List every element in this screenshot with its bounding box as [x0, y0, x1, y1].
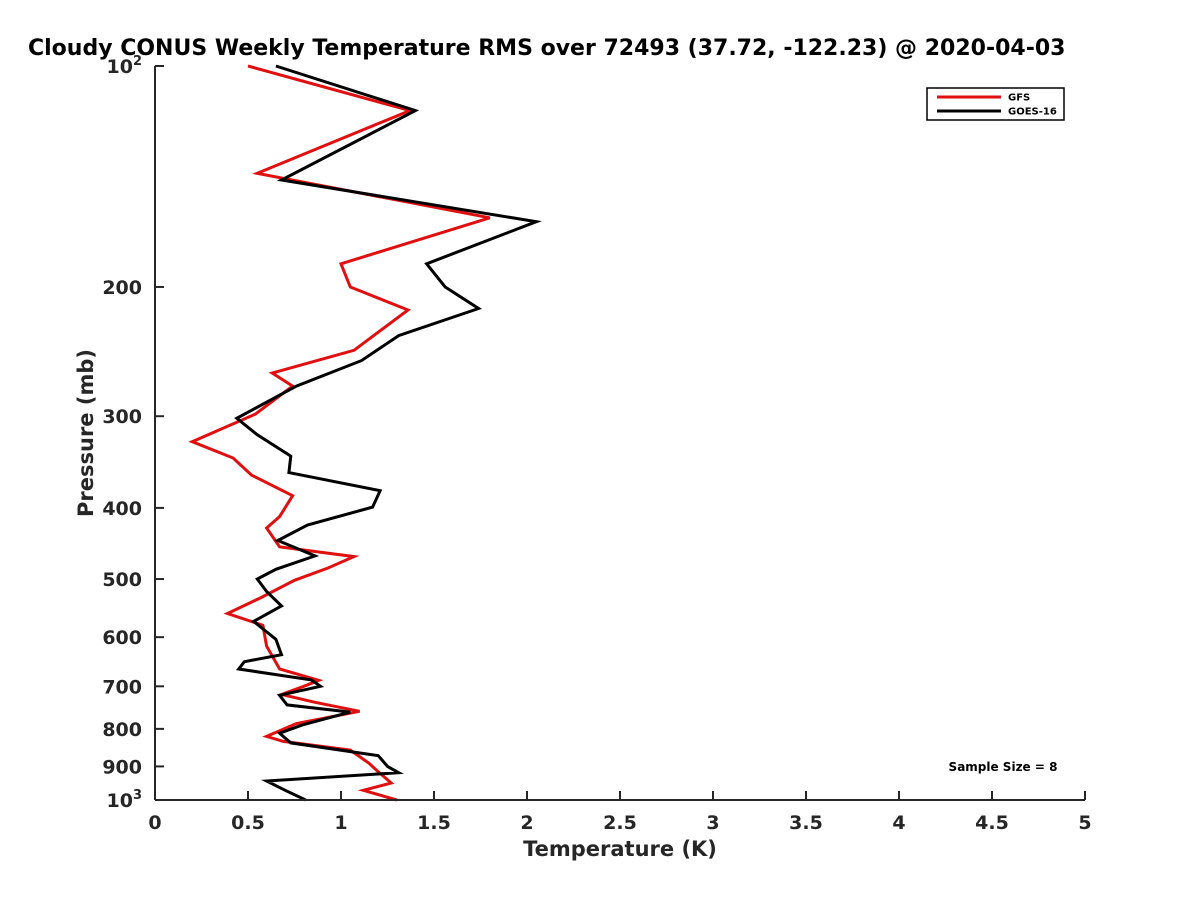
y-tick-label: 102 [107, 54, 143, 78]
x-tick-label: 1.5 [417, 812, 451, 834]
y-tick-label: 900 [102, 756, 142, 778]
series-line-goes-16 [234, 64, 543, 802]
y-tick-label: 500 [102, 569, 142, 591]
legend-label: GFS [1008, 93, 1030, 104]
x-tick-label: 1 [334, 812, 347, 834]
y-tick-label: 700 [102, 676, 142, 698]
y-tick-label: 600 [102, 627, 142, 649]
x-tick-label: 4.5 [975, 812, 1009, 834]
x-tick-label: 3 [706, 812, 719, 834]
y-tick-label: 800 [102, 719, 142, 741]
x-tick-label: 3.5 [789, 812, 823, 834]
x-tick-label: 4 [892, 812, 905, 834]
x-tick-label: 2 [520, 812, 533, 834]
legend: GFS GOES-16 [926, 87, 1065, 121]
legend-box [926, 87, 1065, 121]
sample-size-note: Sample Size = 8 [949, 760, 1058, 774]
series-layer [188, 64, 543, 802]
x-ticks: 0 0.5 1 1.5 2 2.5 3 3.5 4 4.5 5 [148, 791, 1092, 834]
y-tick-label: 400 [102, 498, 142, 520]
y-tick-label: 103 [107, 788, 143, 812]
legend-label: GOES-16 [1008, 107, 1057, 118]
y-tick-label: 200 [102, 277, 142, 299]
x-tick-label: 0 [148, 812, 161, 834]
y-axis-label: Pressure (mb) [74, 349, 98, 517]
series-line-gfs [188, 64, 491, 802]
y-ticks: 102 200 300 400 500 600 700 800 900 103 [102, 54, 164, 812]
x-axis-label: Temperature (K) [523, 837, 717, 861]
x-tick-label: 5 [1078, 812, 1091, 834]
y-tick-label: 300 [102, 406, 142, 428]
x-tick-label: 0.5 [231, 812, 265, 834]
chart-title: Cloudy CONUS Weekly Temperature RMS over… [28, 36, 1065, 61]
x-tick-label: 2.5 [603, 812, 637, 834]
